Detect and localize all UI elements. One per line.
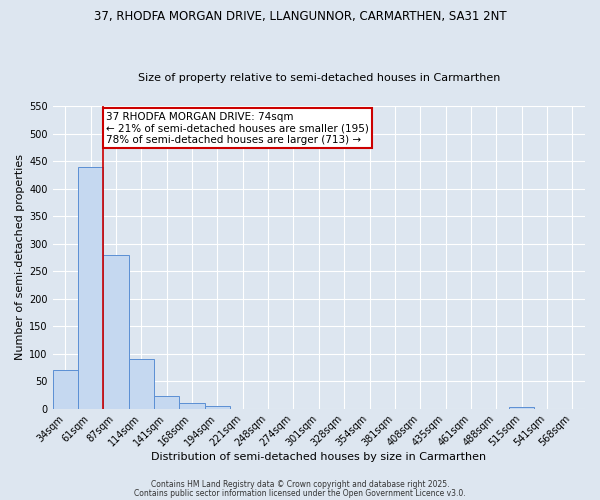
Bar: [103, 254, 129, 408]
Bar: [154, 396, 179, 408]
Text: 37 RHODFA MORGAN DRIVE: 74sqm
← 21% of semi-detached houses are smaller (195)
78: 37 RHODFA MORGAN DRIVE: 74sqm ← 21% of s…: [106, 112, 369, 144]
Text: 37, RHODFA MORGAN DRIVE, LLANGUNNOR, CARMARTHEN, SA31 2NT: 37, RHODFA MORGAN DRIVE, LLANGUNNOR, CAR…: [94, 10, 506, 23]
Title: Size of property relative to semi-detached houses in Carmarthen: Size of property relative to semi-detach…: [137, 73, 500, 83]
Y-axis label: Number of semi-detached properties: Number of semi-detached properties: [15, 154, 25, 360]
Text: Contains public sector information licensed under the Open Government Licence v3: Contains public sector information licen…: [134, 489, 466, 498]
Bar: [53, 370, 78, 408]
Bar: [509, 407, 535, 408]
Bar: [129, 359, 154, 408]
X-axis label: Distribution of semi-detached houses by size in Carmarthen: Distribution of semi-detached houses by …: [151, 452, 487, 462]
Text: Contains HM Land Registry data © Crown copyright and database right 2025.: Contains HM Land Registry data © Crown c…: [151, 480, 449, 489]
Bar: [179, 403, 205, 408]
Bar: [205, 406, 230, 408]
Bar: [78, 166, 103, 408]
